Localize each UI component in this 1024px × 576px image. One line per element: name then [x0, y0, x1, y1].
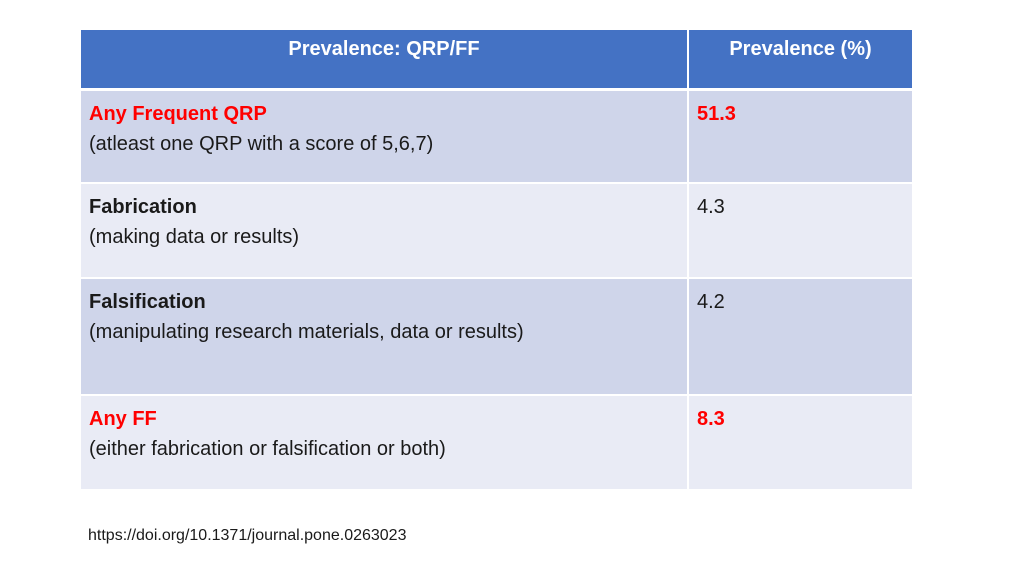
row-value: 4.3 — [697, 196, 725, 218]
row-value: 4.2 — [697, 291, 725, 313]
row-title: Any Frequent QRP — [89, 102, 267, 125]
row-title: Fabrication — [89, 196, 197, 218]
row-description: (atleast one QRP with a score of 5,6,7) — [89, 132, 434, 155]
source-link[interactable]: https://doi.org/10.1371/journal.pone.026… — [88, 527, 407, 544]
row-value: 51.3 — [697, 102, 736, 125]
row-label-cell: Any Frequent QRP (atleast one QRP with a… — [81, 89, 689, 184]
row-description: (either fabrication or falsification or … — [89, 438, 446, 460]
row-value-cell: 4.2 — [688, 278, 912, 396]
header-prevalence: Prevalence (%) — [688, 30, 912, 91]
row-label-cell: Any FF (either fabrication or falsificat… — [81, 395, 689, 491]
row-title: Any FF — [89, 408, 157, 430]
row-value: 8.3 — [697, 408, 725, 430]
row-label-cell: Fabrication (making data or results) — [81, 183, 689, 279]
row-value-cell: 8.3 — [688, 395, 912, 491]
row-title: Falsification — [89, 291, 206, 313]
row-label-cell: Falsification (manipulating research mat… — [81, 278, 689, 396]
row-description: (manipulating research materials, data o… — [89, 321, 524, 343]
row-value-cell: 4.3 — [688, 183, 912, 279]
table-row: Any FF (either fabrication or falsificat… — [81, 395, 912, 491]
table-row: Falsification (manipulating research mat… — [81, 278, 912, 396]
row-value-cell: 51.3 — [688, 89, 912, 184]
prevalence-table: Prevalence: QRP/FF Prevalence (%) Any Fr… — [81, 30, 912, 491]
table-header-row: Prevalence: QRP/FF Prevalence (%) — [81, 30, 912, 91]
row-description: (making data or results) — [89, 226, 300, 248]
table-row: Any Frequent QRP (atleast one QRP with a… — [81, 89, 912, 184]
header-category: Prevalence: QRP/FF — [81, 30, 689, 91]
table-row: Fabrication (making data or results) 4.3 — [81, 183, 912, 279]
